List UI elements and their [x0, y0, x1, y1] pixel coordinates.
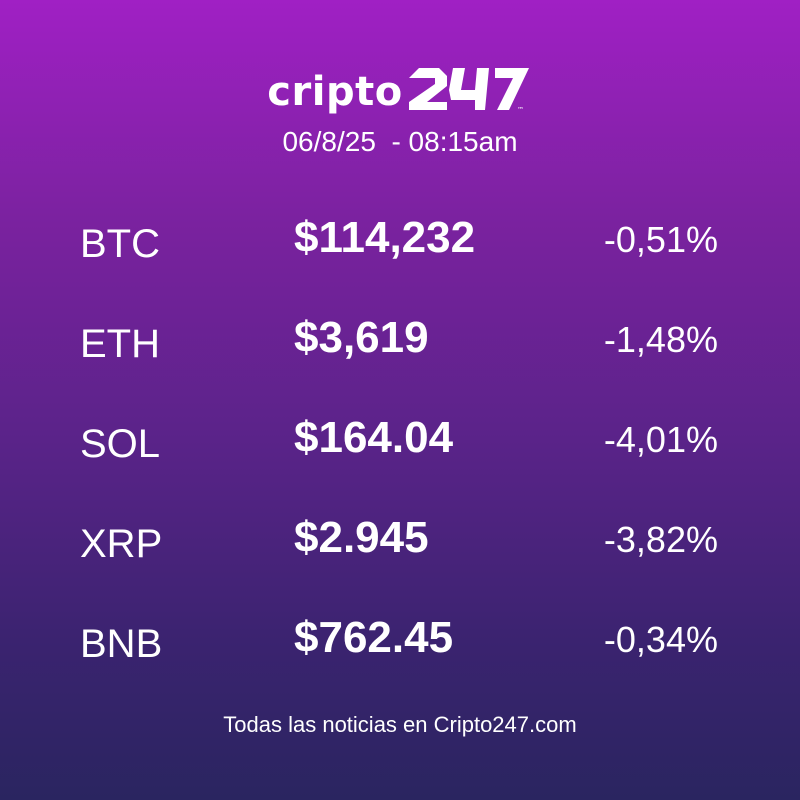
coin-change: -0,51% [603, 219, 718, 260]
coin-price: $762.45 [294, 613, 454, 662]
price-row-eth: ETH $3,619 -1,48% [0, 316, 800, 366]
coin-symbol: SOL [80, 422, 161, 466]
coin-symbol: XRP [80, 522, 163, 566]
coin-symbol: BTC [80, 222, 160, 266]
footer-note: Todas las noticias en Cripto247.com [223, 712, 577, 737]
brand-logo: cripto ™ [0, 62, 800, 118]
coin-change: -3,82% [603, 519, 718, 560]
datetime-label: 06/8/25 - 08:15am [282, 126, 518, 157]
coin-price: $164.04 [294, 413, 454, 462]
price-row-sol: SOL $164.04 -4,01% [0, 416, 800, 466]
coin-symbol: ETH [80, 322, 160, 366]
coin-price: $2.945 [294, 513, 429, 562]
trademark-mark: ™ [517, 106, 524, 114]
price-row-bnb: BNB $762.45 -0,34% [0, 616, 800, 666]
brand-wordmark: cripto [267, 69, 403, 115]
price-row-xrp: XRP $2.945 -3,82% [0, 516, 800, 566]
price-row-btc: BTC $114,232 -0,51% [0, 216, 800, 266]
coin-price: $3,619 [294, 313, 429, 362]
coin-price: $114,232 [294, 213, 476, 262]
coin-change: -4,01% [603, 419, 718, 460]
coin-symbol: BNB [80, 622, 163, 666]
coin-change: -0,34% [603, 619, 718, 660]
cripto247-numeral-logo-icon: ™ [408, 68, 529, 114]
coin-change: -1,48% [603, 319, 718, 360]
